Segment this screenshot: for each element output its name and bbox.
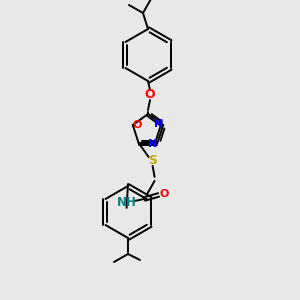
- Text: O: O: [132, 120, 142, 130]
- Text: N: N: [154, 119, 163, 129]
- Text: O: O: [160, 189, 169, 199]
- Text: O: O: [145, 88, 155, 101]
- Text: N: N: [148, 139, 157, 149]
- Text: NH: NH: [117, 196, 136, 209]
- Text: S: S: [148, 154, 157, 167]
